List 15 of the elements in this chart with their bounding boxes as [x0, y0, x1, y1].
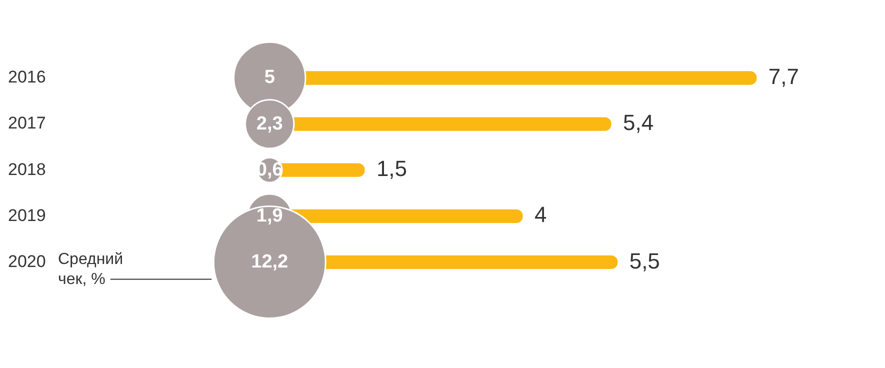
data-label: 2,3: [256, 113, 283, 134]
data-label: 5: [264, 67, 276, 88]
data-label: 1,9: [256, 205, 283, 226]
data-label: 5,4: [623, 110, 654, 136]
y-tick-label: 2018: [8, 160, 46, 179]
data-label: 12,2: [251, 251, 288, 272]
data-label: 5,5: [629, 248, 660, 274]
y-tick-label: 2016: [8, 68, 46, 87]
y-tick-label: 2017: [8, 114, 46, 133]
y-tick-label: 2019: [8, 206, 46, 225]
text: Средний чек, %: [58, 251, 124, 288]
data-label: 7,7: [768, 64, 800, 90]
data-label: 1,5: [376, 156, 408, 182]
data-label: 4: [534, 202, 547, 228]
y-tick-label: 2020: [8, 252, 46, 271]
